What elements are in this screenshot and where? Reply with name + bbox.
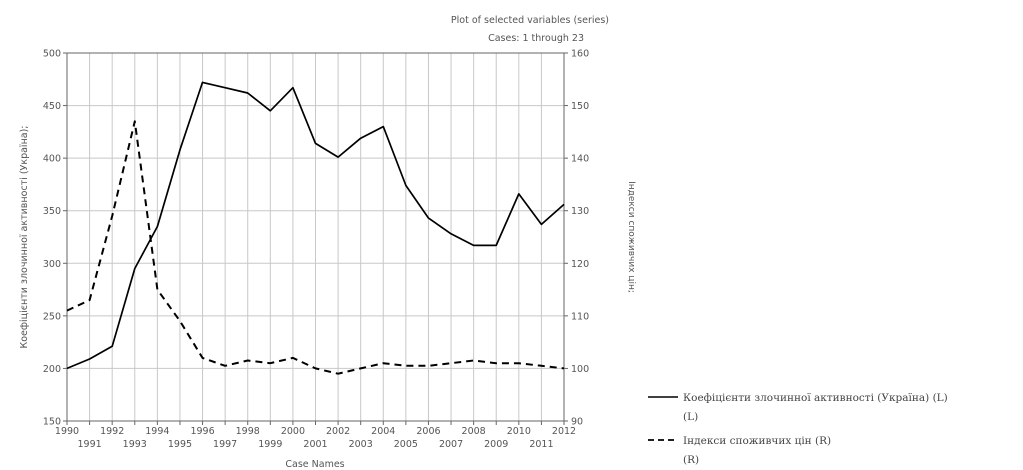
x-axis: 1990 1991 1992 1993 1994 1995 1996 1997 1998 1999… (55, 421, 576, 450)
x-tick-label: 1996 (190, 426, 214, 437)
x-tick-label: 2005 (394, 439, 418, 450)
x-axis-label: Case Names (285, 459, 344, 470)
legend: Коефіцієнти злочинної активності (Україн… (648, 392, 948, 466)
x-tick-label: 2009 (484, 439, 508, 450)
y-left-tick-label: 200 (43, 364, 61, 375)
y-axis-left-label: Коефіцієнти злочинної активності (Україн… (19, 125, 30, 348)
y-axis-left: 150 200 250 300 350 400 450 500 (43, 49, 67, 428)
x-tick-label: 2002 (326, 426, 350, 437)
legend-note-series-2: (R) (683, 454, 699, 466)
y-right-tick-label: 160 (571, 49, 589, 60)
series (66, 81, 565, 375)
y-left-tick-label: 350 (43, 206, 61, 217)
y-left-tick-label: 500 (43, 49, 61, 60)
x-tick-label: 1995 (168, 439, 192, 450)
y-right-tick-label: 100 (571, 364, 589, 375)
x-tick-label: 1994 (145, 426, 169, 437)
x-tick-label: 2008 (462, 426, 486, 437)
x-tick-label: 1991 (77, 439, 101, 450)
legend-label-series-1: Коефіцієнти злочинної активності (Україн… (683, 392, 948, 404)
y-right-tick-label: 110 (571, 311, 589, 322)
y-right-tick-label: 140 (571, 154, 589, 165)
y-left-tick-label: 250 (43, 311, 61, 322)
x-tick-label: 1990 (55, 426, 79, 437)
x-tick-label: 1998 (236, 426, 260, 437)
y-right-tick-label: 150 (571, 101, 589, 112)
y-left-tick-label: 150 (43, 417, 61, 428)
x-tick-label: 2012 (552, 426, 576, 437)
legend-note-series-1: (L) (683, 411, 698, 423)
y-left-tick-label: 450 (43, 101, 61, 112)
x-tick-label: 2007 (439, 439, 463, 450)
y-right-tick-label: 130 (571, 206, 589, 217)
y-left-tick-label: 400 (43, 154, 61, 165)
grid (67, 53, 564, 421)
x-tick-label: 1993 (123, 439, 147, 450)
x-tick-label: 2010 (507, 426, 531, 437)
y-axis-right-label: Індекси споживчих цін; (626, 181, 636, 293)
y-right-tick-label: 90 (571, 417, 583, 428)
chart-title: Plot of selected variables (series) (451, 15, 609, 26)
x-tick-label: 2000 (281, 426, 305, 437)
x-tick-label: 1999 (258, 439, 282, 450)
legend-label-series-2: Індекси споживчих цін (R) (683, 435, 831, 447)
x-tick-label: 2003 (349, 439, 373, 450)
series-line-2 (66, 120, 565, 375)
y-left-tick-label: 300 (43, 259, 61, 270)
x-tick-label: 1997 (213, 439, 237, 450)
y-axis-right: 90 100 110 120 130 140 150 160 (564, 49, 589, 428)
x-tick-label: 2004 (371, 426, 395, 437)
x-tick-label: 2011 (529, 439, 553, 450)
x-tick-label: 1992 (100, 426, 124, 437)
x-tick-label: 2001 (303, 439, 327, 450)
chart-subtitle: Cases: 1 through 23 (488, 33, 584, 44)
x-tick-label: 2006 (416, 426, 440, 437)
y-right-tick-label: 120 (571, 259, 589, 270)
